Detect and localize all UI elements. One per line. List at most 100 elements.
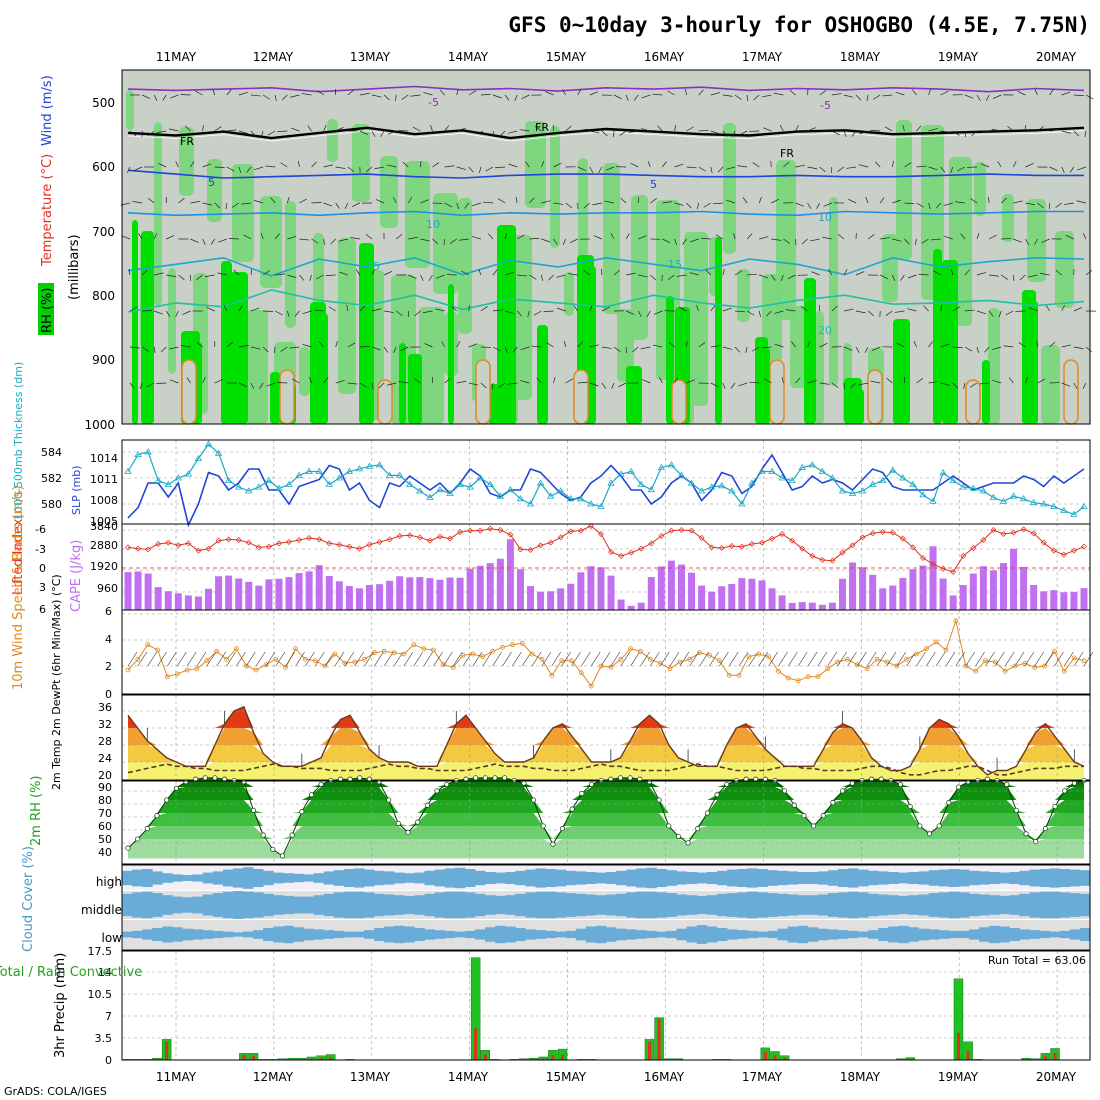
rh-moist-patch (126, 90, 134, 130)
surface-wind-barb (472, 651, 483, 667)
wind-barb (1000, 197, 1007, 204)
wind-barb (451, 305, 457, 312)
cloud-cover-cell (404, 926, 415, 943)
lifted-index-point (1070, 547, 1077, 554)
wind-barb (774, 310, 784, 314)
cloud-cover-cell (313, 895, 325, 915)
cloud-cover-cell (565, 930, 577, 939)
cape-bar (698, 585, 706, 610)
wind-barb (722, 268, 725, 276)
wind-barb (573, 305, 578, 312)
rh-band-fill (128, 800, 1084, 813)
top-date-tick: 14MAY (448, 50, 489, 64)
cloud-cover-cell (878, 894, 889, 916)
wind-barb (311, 161, 317, 168)
cloud-cover-cell (303, 928, 314, 941)
wind-barb (891, 160, 894, 168)
wind-barb (628, 130, 639, 133)
cloud-cover-cell (374, 870, 385, 886)
lifted-index-point (648, 540, 655, 547)
cloud-cover-cell (485, 927, 496, 942)
wind-barb (335, 340, 338, 348)
cloud-cover-cell (837, 930, 849, 939)
wind-barb (359, 130, 369, 135)
rh-moist-patch (737, 269, 750, 322)
rh-moist-patch (603, 163, 620, 314)
wind-barb (153, 233, 158, 240)
cape-bar (215, 576, 223, 610)
rh-point (559, 826, 566, 832)
cape-bar (798, 602, 806, 610)
wind-speed-point (588, 683, 594, 689)
wind-speed-point (549, 672, 555, 678)
rh-moist-patch (299, 347, 310, 396)
wind-barb (795, 202, 804, 207)
rh-band-fill (128, 839, 1084, 859)
wind-barb (190, 238, 199, 243)
wind-barb (541, 200, 551, 204)
wind-barb (562, 238, 566, 245)
wind-barb (1061, 91, 1071, 96)
surface-wind-barb (679, 651, 690, 667)
wind-speed-point (1042, 663, 1047, 669)
wind-barb (870, 380, 881, 384)
wind-barb (318, 341, 324, 348)
wind-barb (359, 382, 367, 388)
rh-point (250, 807, 257, 813)
wind-barb (160, 346, 167, 353)
cloud-cover-cell (293, 927, 304, 942)
rh-tick: 60 (98, 820, 112, 833)
wind-barb (250, 346, 261, 350)
rh-point (386, 797, 392, 803)
wind-barb (505, 310, 515, 314)
thickness-point (325, 480, 333, 487)
wind-barb (1008, 377, 1014, 384)
wind-barb (800, 306, 808, 312)
wind-barb (371, 269, 375, 276)
li-tick: -6 (35, 523, 46, 536)
cloud-cover-cell (485, 872, 496, 884)
top-date-tick: 13MAY (350, 50, 391, 64)
wind-barb (742, 197, 748, 204)
wind-barb (386, 382, 397, 386)
li-tick: 0 (39, 562, 46, 575)
cloud-cover-cell (767, 870, 778, 886)
wind-barb (432, 238, 439, 245)
wind-barb (738, 382, 748, 387)
wind-speed-point (618, 656, 624, 662)
bottom-date-tick: 19MAY (938, 1070, 979, 1084)
lifted-index-point (386, 536, 393, 543)
wind-barb (992, 379, 1002, 384)
wind-barb (846, 166, 857, 169)
wind-barb (1037, 125, 1044, 132)
temp-tick: 36 (98, 701, 112, 714)
rh-saturated-patch (270, 372, 280, 424)
wind-speed-point (155, 647, 160, 653)
cloud-cover-cell (263, 893, 274, 917)
lifted-index-point (970, 545, 977, 551)
dewpoint-line (127, 763, 1084, 776)
wind-barb (879, 197, 885, 204)
surface-wind-barb (886, 651, 897, 667)
cape-bar (305, 571, 313, 610)
wind-barb (395, 94, 397, 102)
cloud-cover-cell (404, 895, 415, 915)
rh-moist-patch (631, 195, 648, 340)
cloud-cover-cell (535, 930, 546, 939)
wind-barb (277, 382, 288, 384)
wind-barb (202, 377, 206, 384)
cape-bar (426, 578, 434, 610)
temp-axis-label: 2m Temp 2m DewPt (6hr Min/Max) (°C) (50, 574, 63, 790)
wind-barb (610, 233, 615, 240)
wind-speed-point (509, 642, 515, 648)
pressure-tick: 900 (92, 353, 115, 367)
rh-point (308, 792, 315, 798)
thickness-point (778, 474, 786, 481)
wind-barb (1025, 202, 1036, 206)
wind-barb (1025, 163, 1034, 168)
li-tick: -3 (35, 543, 46, 556)
surface-wind-barb (177, 651, 187, 667)
cloud-cover-cell (727, 869, 738, 887)
wind-barb (346, 304, 349, 312)
wind-barb (436, 274, 445, 279)
